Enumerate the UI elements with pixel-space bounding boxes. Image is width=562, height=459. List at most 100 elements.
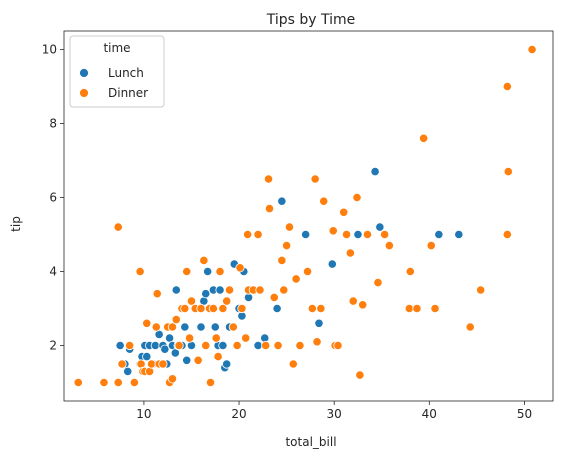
data-point-dinner [502,81,512,92]
data-point-dinner [404,303,414,314]
data-point-dinner [186,296,197,306]
data-point-dinner [288,359,298,369]
data-point-dinner [184,333,195,343]
data-point-dinner [358,300,368,310]
data-point-dinner [430,303,440,314]
y-tick-label: 10 [42,43,57,57]
data-point-dinner [182,266,192,277]
data-point-dinner [146,359,157,369]
data-point-dinner [211,333,221,343]
data-point-dinner [193,355,203,365]
data-point-dinner [208,303,218,314]
y-tick-label: 8 [49,117,57,131]
data-point-dinner [412,303,422,314]
data-point-lunch [160,344,170,354]
data-point-dinner [302,266,313,277]
data-point-lunch [434,229,444,240]
data-point-dinner [345,248,355,258]
data-point-dinner [316,303,326,314]
data-point-dinner [201,340,211,351]
data-point-dinner [273,340,283,351]
data-point-dinner [174,340,184,351]
data-point-dinner [167,374,178,384]
data-point-dinner [502,229,512,240]
data-point-lunch [370,167,380,177]
data-point-dinner [243,229,253,240]
data-point-lunch [272,303,282,314]
x-axis: 10 20 30 40 50 [136,401,532,421]
data-point-dinner [319,196,329,206]
data-point-dinner [158,359,168,369]
legend-label-dinner: Dinner [108,86,148,100]
data-point-lunch [210,322,220,332]
data-point-dinner [113,222,123,232]
x-tick-label: 30 [327,407,342,421]
data-point-dinner [222,296,232,306]
series-dinner [73,44,537,388]
x-tick-label: 10 [136,407,151,421]
data-point-lunch [218,340,228,351]
data-point-lunch [150,340,160,351]
data-point-dinner [527,44,537,55]
data-point-dinner [213,351,223,362]
data-point-dinner [310,174,320,184]
data-point-dinner [235,263,245,273]
data-point-dinner [151,322,161,332]
data-point-dinner [152,289,162,299]
data-point-dinner [341,229,352,240]
data-point-dinner [279,285,289,295]
data-point-lunch [203,266,213,277]
data-point-lunch [115,340,125,351]
data-point-dinner [503,167,513,177]
data-point-dinner [307,303,317,314]
data-point-dinner [261,340,271,351]
data-point-dinner [180,303,190,314]
data-point-lunch [142,351,152,362]
points-layer [73,44,537,388]
data-point-dinner [228,322,238,332]
legend-frame [69,35,165,108]
data-point-dinner [348,296,358,306]
data-point-dinner [476,285,486,295]
data-point-dinner [405,266,415,277]
x-tick-label: 20 [231,407,246,421]
data-point-dinner [426,241,436,251]
x-tick-label: 50 [517,407,532,421]
y-axis: 2 4 6 8 10 [42,43,64,353]
data-point-dinner [196,303,206,314]
data-point-lunch [353,229,363,240]
legend-title: time [103,41,130,55]
data-point-dinner [328,226,338,236]
y-tick-label: 2 [49,339,57,353]
data-point-lunch [327,259,337,269]
data-point-dinner [284,222,295,232]
data-point-lunch [375,222,385,232]
x-tick-label: 40 [422,407,437,421]
data-point-dinner [171,314,181,325]
data-point-dinner [380,229,390,240]
data-point-dinner [355,370,365,380]
data-point-dinner [362,229,373,240]
data-point-dinner [237,303,247,314]
data-point-dinner [125,340,135,351]
data-point-dinner [167,322,178,332]
data-point-dinner [263,174,274,184]
chart-title: Tips by Time [266,12,356,28]
data-point-dinner [282,241,292,251]
data-point-dinner [117,359,127,369]
data-point-lunch [253,340,263,351]
data-point-dinner [224,285,235,295]
data-point-dinner [339,207,349,217]
data-point-dinner [333,340,343,351]
data-point-lunch [196,322,206,332]
data-point-dinner [255,285,265,295]
data-point-dinner [419,133,429,143]
data-point-lunch [180,322,190,332]
data-point-lunch [201,289,211,299]
data-point-dinner [142,318,152,328]
y-axis-label: tip [9,216,23,232]
data-point-lunch [314,318,324,328]
data-point-dinner [352,192,362,203]
